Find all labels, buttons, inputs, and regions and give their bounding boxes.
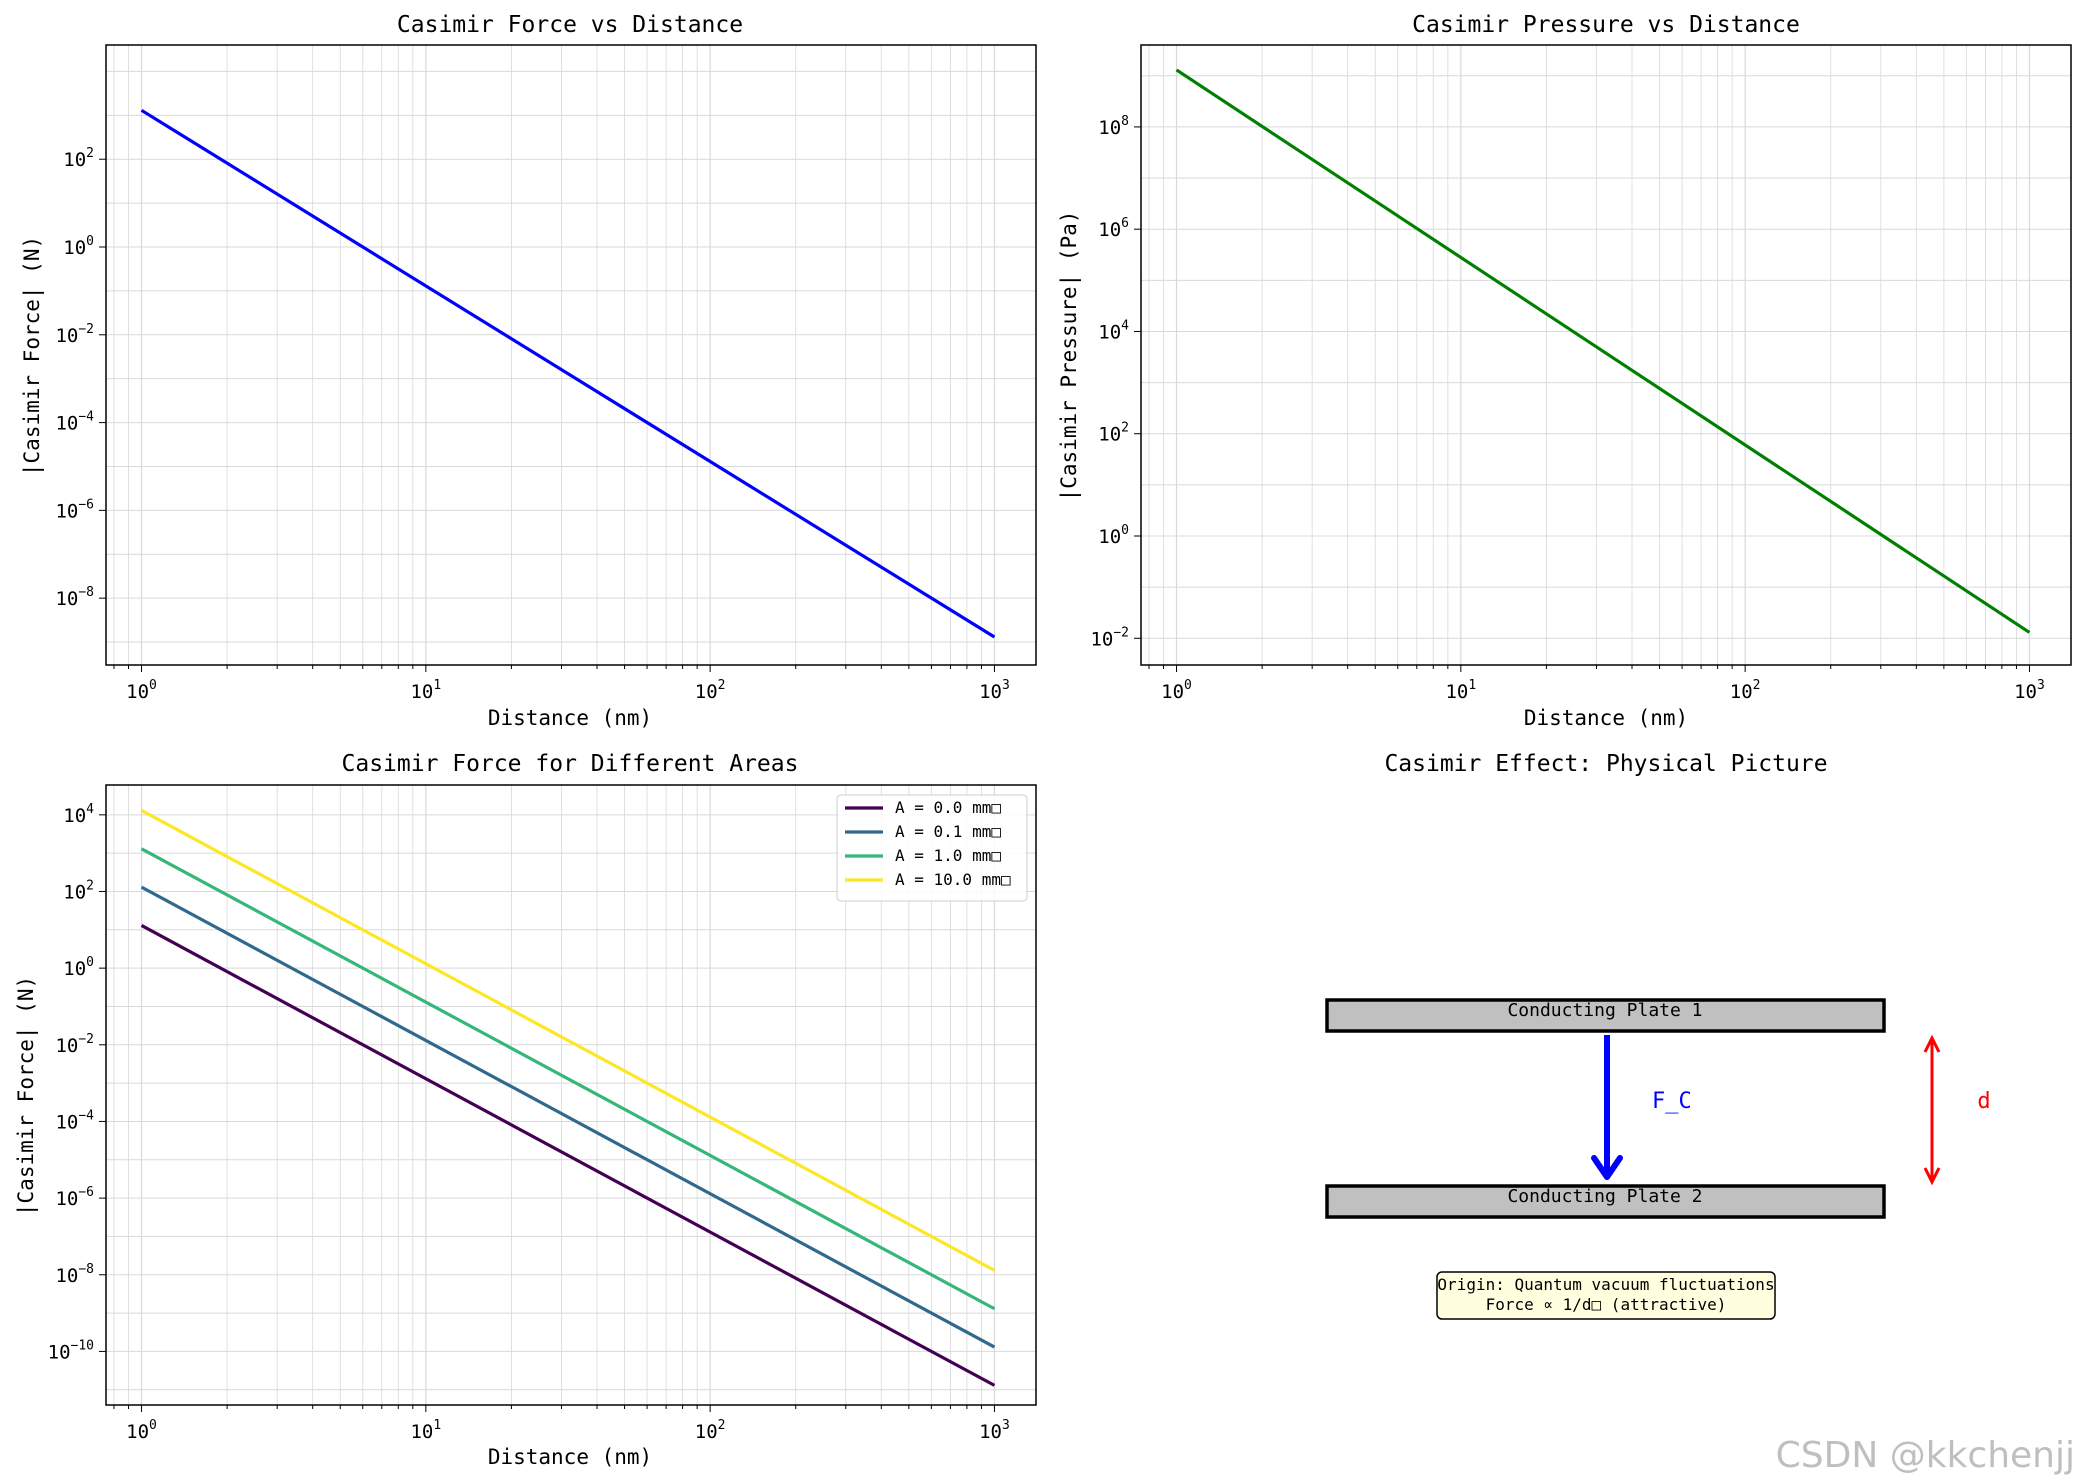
legend-box	[836, 794, 1028, 902]
x-tick-label: 101	[1445, 678, 1476, 703]
panel2-title: Casimir Pressure vs Distance	[1412, 12, 1800, 38]
y-tick-label: 100	[1098, 523, 1129, 548]
conducting-plate-1	[1325, 998, 1886, 1033]
y-tick-label: 10−4	[55, 1108, 94, 1133]
series-line	[140, 809, 996, 1272]
x-tick-label: 102	[695, 1418, 726, 1443]
legend: A = 0.0 mm□ A = 0.1 mm□ A = 1.0 mm□ A = 10.…	[836, 794, 1028, 902]
y-tick-label: 10−2	[55, 1032, 94, 1057]
legend-label: A = 0.0 mm□	[895, 798, 1001, 817]
physical-picture-diagram: Casimir Effect: Physical Picture Conduct…	[1325, 751, 1991, 1320]
plate-2-label: Conducting Plate 2	[1507, 1186, 1702, 1207]
y-tick-label: 10−4	[55, 410, 94, 435]
panel3-xlabel: Distance (nm)	[488, 1445, 652, 1469]
y-tick-label: 10−6	[55, 1185, 94, 1210]
x-tick-label: 101	[410, 678, 441, 703]
y-tick-label: 10−2	[1090, 625, 1129, 650]
conducting-plate-2	[1325, 1184, 1886, 1219]
series-line	[140, 108, 996, 639]
y-tick-label: 102	[63, 146, 94, 171]
legend-label: A = 10.0 mm□	[895, 870, 1011, 889]
panel3-ylabel: |Casimir Force| (N)	[14, 976, 39, 1216]
legend-label: A = 0.1 mm□	[895, 822, 1001, 841]
origin-note-line-2: Force ∝ 1/d□ (attractive)	[1486, 1295, 1727, 1314]
watermark: CSDN @kkchenjj	[1775, 1435, 2075, 1476]
series-line	[1175, 68, 2031, 634]
panel3-title: Casimir Force for Different Areas	[342, 751, 799, 777]
force-label: F_C	[1652, 1089, 1692, 1114]
y-tick-label: 102	[63, 878, 94, 903]
y-tick-label: 10−8	[55, 585, 94, 610]
y-tick-label: 108	[1098, 114, 1129, 139]
x-tick-label: 102	[695, 678, 726, 703]
y-tick-label: 100	[63, 234, 94, 259]
x-tick-label: 101	[410, 1418, 441, 1443]
diagram-title: Casimir Effect: Physical Picture	[1384, 751, 1827, 777]
x-tick-label: 103	[979, 1418, 1010, 1443]
origin-note-box	[1436, 1271, 1776, 1320]
series-line	[140, 885, 996, 1349]
panel1-ylabel: |Casimir Force| (N)	[20, 236, 45, 476]
origin-note-line-1: Origin: Quantum vacuum fluctuations	[1437, 1275, 1774, 1294]
y-tick-label: 104	[1098, 318, 1129, 343]
panel1-title: Casimir Force vs Distance	[397, 12, 743, 38]
y-tick-label: 10−6	[55, 497, 94, 522]
x-tick-label: 100	[126, 678, 157, 703]
casimir-force-arrow	[1591, 1035, 1623, 1180]
panel2-ylabel: |Casimir Pressure| (Pa)	[1057, 211, 1082, 502]
distance-label: d	[1977, 1089, 1990, 1114]
axes-frame	[105, 784, 1037, 1406]
x-tick-label: 103	[979, 678, 1010, 703]
y-tick-label: 10−2	[55, 322, 94, 347]
y-tick-label: 102	[1098, 421, 1129, 446]
series-line	[140, 847, 996, 1311]
pressure-vs-distance-panel: Casimir Pressure vs Distance Distance (n…	[1057, 12, 2072, 730]
y-tick-label: 10−10	[48, 1338, 94, 1363]
panel2-xlabel: Distance (nm)	[1524, 706, 1688, 730]
x-tick-label: 103	[2014, 678, 2045, 703]
panel1-xlabel: Distance (nm)	[488, 706, 652, 730]
axes-frame	[1140, 44, 2072, 666]
y-tick-label: 106	[1098, 216, 1129, 241]
force-different-areas-panel: Casimir Force for Different Areas Distan…	[14, 751, 1037, 1469]
series-line	[140, 924, 996, 1387]
distance-arrow	[1923, 1034, 1941, 1186]
axes-frame	[105, 44, 1037, 666]
y-tick-label: 10−8	[55, 1262, 94, 1287]
y-tick-label: 100	[63, 955, 94, 980]
force-vs-distance-panel: Casimir Force vs Distance Distance (nm) …	[20, 12, 1037, 730]
legend-label: A = 1.0 mm□	[895, 846, 1001, 865]
plate-1-label: Conducting Plate 1	[1507, 1000, 1702, 1021]
x-tick-label: 100	[126, 1418, 157, 1443]
x-tick-label: 100	[1161, 678, 1192, 703]
y-tick-label: 104	[63, 802, 94, 827]
grid-lines	[106, 45, 1036, 665]
x-tick-label: 102	[1730, 678, 1761, 703]
grid-lines	[1141, 45, 2071, 665]
